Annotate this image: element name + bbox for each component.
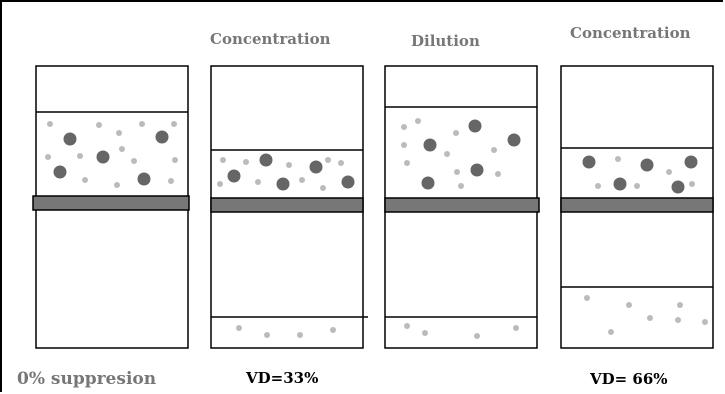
small-particle [677,302,683,308]
small-particle [77,153,83,159]
small-particle [236,325,242,331]
small-particle [330,327,336,333]
label-dilution: Dilution [411,32,480,50]
small-particle [114,182,120,188]
small-particle [131,158,137,164]
large-particle [341,175,355,189]
small-particle [453,130,459,136]
small-particle [171,121,177,127]
small-particle [454,169,460,175]
small-particle [96,122,102,128]
large-particle [155,130,169,144]
label-vd-33: VD=33% [246,369,319,387]
large-particle [507,133,521,147]
large-particle [468,119,482,133]
small-particle [116,130,122,136]
small-particle [119,146,125,152]
small-particle [264,332,270,338]
large-particle [96,150,110,164]
large-particle [137,172,151,186]
large-particle [684,155,698,169]
small-particle [297,332,303,338]
small-particle [47,121,53,127]
small-particle [320,185,326,191]
small-particle [404,160,410,166]
barrier [384,197,540,213]
small-particle [491,147,497,153]
small-particle [255,179,261,185]
small-particle [458,183,464,189]
small-particle [474,333,480,339]
small-particle [647,315,653,321]
label-concentration-1: Concentration [210,30,331,48]
small-particle [513,325,519,331]
small-particle [634,183,640,189]
barrier [32,195,190,211]
small-particle [220,157,226,163]
large-particle [309,160,323,174]
container-4 [560,65,714,349]
small-particle [243,159,249,165]
small-particle [168,178,174,184]
small-particle [444,151,450,157]
small-particle [401,142,407,148]
small-particle [626,302,632,308]
small-particle [608,329,614,335]
large-particle [259,153,273,167]
small-particle [666,169,672,175]
small-particle [702,319,708,325]
large-particle [582,155,596,169]
container-2 [210,65,368,349]
small-particle [338,160,344,166]
small-particle [689,181,695,187]
large-particle [421,176,435,190]
large-particle [63,132,77,146]
barrier [560,197,714,213]
small-particle [675,317,681,323]
small-particle [45,154,51,160]
container-3 [384,65,540,349]
small-particle [422,330,428,336]
large-particle [470,163,484,177]
small-particle [495,171,501,177]
small-particle [217,181,223,187]
barrier [210,197,364,213]
small-particle [584,295,590,301]
small-particle [595,183,601,189]
small-particle [139,121,145,127]
label-zero-suppression: 0% suppresion [17,369,157,389]
small-particle [299,177,305,183]
container-1 [32,65,190,349]
large-particle [276,177,290,191]
small-particle [82,177,88,183]
small-particle [325,157,331,163]
large-particle [53,165,67,179]
small-particle [172,157,178,163]
large-particle [227,169,241,183]
small-particle [404,323,410,329]
large-particle [613,177,627,191]
small-particle [401,124,407,130]
label-vd-66: VD= 66% [590,370,668,388]
large-particle [640,158,654,172]
label-concentration-2: Concentration [570,24,691,42]
small-particle [286,162,292,168]
large-particle [671,180,685,194]
small-particle [415,118,421,124]
large-particle [423,138,437,152]
small-particle [615,156,621,162]
